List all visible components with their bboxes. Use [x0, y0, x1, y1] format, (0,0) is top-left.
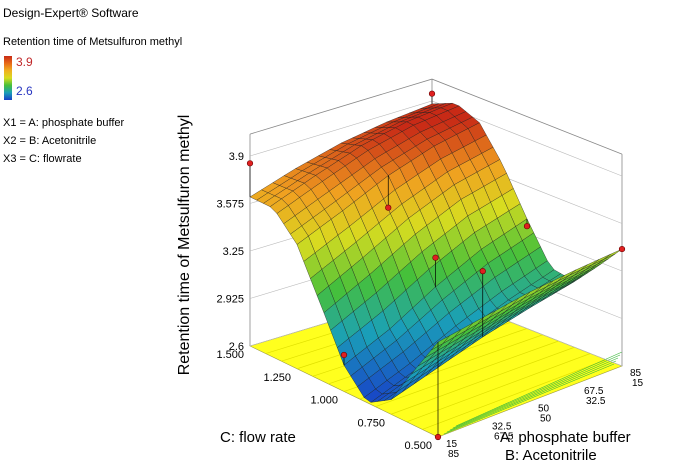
design-point [385, 204, 392, 211]
colorbar-max-label: 3.9 [16, 55, 33, 69]
z-tick-label: 3.25 [223, 246, 244, 258]
x-axis-label: C: flow rate [220, 429, 296, 446]
design-point [432, 254, 439, 261]
response-legend-title: Retention time of Metsulfuron methyl [3, 36, 183, 48]
x-tick-label: 1.250 [263, 372, 291, 384]
z-tick-label: 2.6 [229, 341, 244, 353]
factor-x3: X3 = C: flowrate [3, 153, 82, 165]
box-edge [249, 78, 623, 155]
b-tick-label: 15 [632, 378, 644, 389]
design-point [479, 268, 486, 275]
colorbar [4, 56, 12, 100]
floor-contour-line [406, 353, 591, 423]
design-point [434, 433, 442, 441]
x-tick-label: 1.500 [216, 349, 244, 361]
design-points [246, 90, 626, 441]
z-axis-label: Retention time of Metsulfuron methyl [176, 115, 193, 376]
b-axis-label: B: Acetonitrile [505, 447, 597, 464]
b-tick-label: 50 [540, 414, 552, 425]
a-tick-label: 85 [630, 368, 642, 379]
x-tick-label: 0.750 [357, 417, 385, 429]
x-tick-label: 0.500 [404, 440, 432, 452]
response-surface [249, 103, 623, 403]
floor-contour-line [455, 351, 623, 427]
floor-contour-line [443, 363, 615, 435]
x-tick-label: 1.000 [310, 395, 338, 407]
design-point [618, 245, 626, 253]
design-point [428, 90, 436, 97]
floor-contour-line [452, 354, 621, 429]
a-tick-label: 67.5 [584, 386, 604, 397]
a-tick-label: 32.5 [492, 421, 512, 432]
a-tick-label: 15 [446, 439, 458, 450]
b-tick-label: 32.5 [586, 396, 606, 407]
design-point [523, 223, 531, 230]
axis-ticks: 2.6 2.925 3.25 3.575 3.9 0.500 0.750 1.000 1.250… [216, 151, 643, 460]
b-tick-label: 85 [448, 449, 460, 460]
floor-contour-line [375, 340, 559, 407]
design-point [246, 160, 254, 167]
factor-x2: X2 = B: Acetonitrile [3, 135, 97, 147]
z-tick-label: 2.925 [216, 294, 244, 306]
colorbar-min-label: 2.6 [16, 84, 33, 98]
factor-x1: X1 = A: phosphate buffer [3, 117, 125, 129]
z-tick-label: 3.575 [216, 199, 244, 211]
floor-contour-line [449, 357, 619, 431]
surface-facet [603, 248, 623, 260]
floor-contour-line [446, 360, 617, 433]
b-tick-label: 67.5 [494, 431, 514, 442]
software-title: Design-Expert® Software [3, 6, 139, 20]
a-axis-label: A: phosphate buffer [500, 429, 631, 446]
z-tick-label: 3.9 [229, 151, 244, 163]
a-tick-label: 50 [538, 404, 550, 415]
floor-contour-line [422, 359, 607, 430]
design-point [340, 351, 348, 359]
floor-contour-line [390, 346, 575, 415]
